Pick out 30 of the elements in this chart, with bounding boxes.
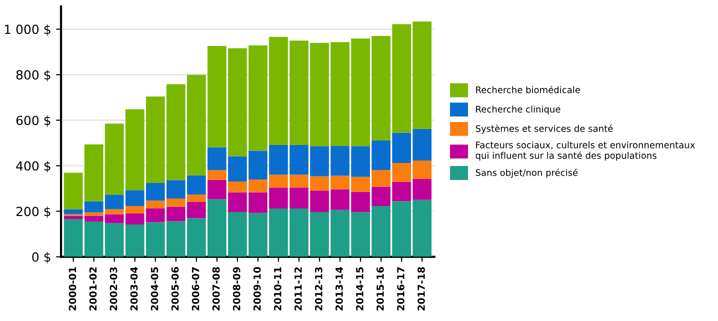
legend-label: Recherche biomédicale bbox=[476, 86, 580, 94]
x-tick-label: 2008-09 bbox=[232, 267, 240, 310]
x-tick-label: 2014-15 bbox=[356, 267, 364, 310]
y-tick-label: 200 $ bbox=[16, 206, 50, 218]
bar bbox=[208, 170, 226, 180]
legend-label: Facteurs sociaux, culturels et environnementaux qui influent sur la santé des populations bbox=[476, 141, 695, 161]
x-tick-label: 2010-11 bbox=[274, 267, 282, 310]
x-tick-label: 2007-08 bbox=[212, 267, 220, 310]
y-tick-label: 0 $ bbox=[32, 252, 50, 264]
x-tick-label: 2012-13 bbox=[314, 267, 322, 310]
x-tick-label: 2015-16 bbox=[376, 267, 384, 310]
x-tick-label: 2005-06 bbox=[171, 267, 179, 310]
x-tick-label: 2006-07 bbox=[192, 267, 200, 310]
x-tick-label: 2003-04 bbox=[130, 266, 138, 310]
x-tick-label: 2009-10 bbox=[253, 266, 261, 310]
x-tick-label: 2016-17 bbox=[397, 267, 404, 310]
legend-label: Sans objet/non précisé bbox=[476, 168, 578, 178]
x-tick-label: 2017-18 bbox=[418, 267, 425, 310]
y-tick-label: 800 $ bbox=[16, 70, 50, 82]
x-tick-label: 2013-14 bbox=[335, 266, 343, 310]
x-tick-label: 2002-03 bbox=[110, 267, 118, 310]
x-tick-label: 2001-02 bbox=[89, 267, 97, 310]
y-tick-label: 600 $ bbox=[16, 115, 50, 127]
y-tick-label: 1 000 $ bbox=[4, 24, 50, 36]
x-tick-label: 2000-01 bbox=[68, 267, 76, 310]
legend-label: Recherche clinique bbox=[476, 106, 560, 114]
x-tick-label: 2011-12 bbox=[294, 267, 302, 310]
x-tick-label: 2004-05 bbox=[150, 267, 158, 310]
y-tick-label: 400 $ bbox=[16, 161, 50, 172]
legend-label: Systèmes et services de santé bbox=[476, 124, 613, 134]
